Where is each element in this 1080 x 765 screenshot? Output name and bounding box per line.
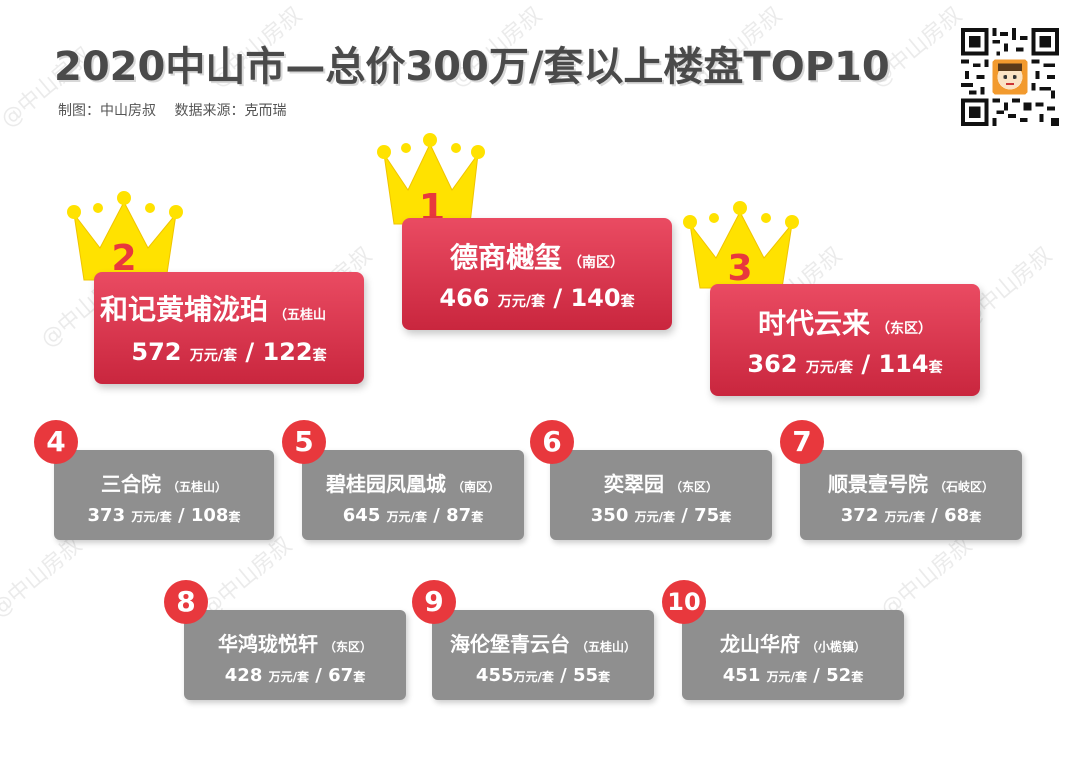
- rank-card-9: 海伦堡青云台 （五桂山） 455万元/套 / 55套: [432, 610, 654, 700]
- rank-badge-7: 7: [780, 420, 824, 464]
- project-area: （东区）: [876, 321, 932, 337]
- price-unit: 万元/套: [131, 510, 172, 524]
- credit-maker: 制图：中山房叔: [58, 103, 156, 119]
- price-unit: 万元/套: [766, 670, 808, 684]
- avg-price: 372: [840, 505, 879, 526]
- project-area: （东区）: [669, 480, 718, 494]
- credit-source: 数据来源：克而瑞: [174, 103, 287, 119]
- avg-price: 455: [475, 665, 514, 686]
- units-unit: 套: [719, 510, 732, 524]
- crown-icon: [683, 201, 799, 289]
- project-name: 和记黄埔泷珀: [100, 293, 269, 326]
- rank-card-1: 德商樾玺 （南区） 466 万元/套 / 140套: [402, 218, 672, 330]
- price-unit: 万元/套: [268, 670, 310, 684]
- project-name: 三合院: [100, 472, 161, 496]
- page-title: 2020中山市—总价300万/套以上楼盘TOP10: [54, 44, 890, 90]
- units-unit: 套: [228, 510, 241, 524]
- avg-price: 428: [224, 665, 263, 686]
- units-sold: 114: [878, 350, 929, 378]
- project-name: 奕翠园: [603, 472, 664, 496]
- qr-code-icon: [961, 28, 1059, 126]
- units-sold: 68: [944, 505, 970, 526]
- units-unit: 套: [471, 510, 484, 524]
- units-sold: 55: [573, 665, 599, 686]
- price-unit: 万元/套: [189, 348, 237, 364]
- rank-card-8: 华鸿珑悦轩 （东区） 428 万元/套 / 67套: [184, 610, 406, 700]
- project-area: （南区）: [451, 480, 500, 494]
- project-area: （南区）: [568, 255, 624, 271]
- avg-price: 466: [439, 284, 490, 312]
- units-sold: 52: [826, 665, 852, 686]
- watermark: @中山房叔: [0, 532, 87, 623]
- units-unit: 套: [353, 670, 366, 684]
- rank-card-4: 三合院 （五桂山） 373 万元/套 / 108套: [54, 450, 274, 540]
- price-unit: 万元/套: [513, 670, 554, 684]
- price-unit: 万元/套: [634, 510, 676, 524]
- units-sold: 75: [694, 505, 720, 526]
- project-area: （五桂山）: [575, 640, 636, 654]
- project-name: 顺景壹号院: [827, 472, 928, 496]
- rank-badge-4: 4: [34, 420, 78, 464]
- project-name: 海伦堡青云台: [449, 632, 570, 656]
- project-area: （五桂山: [274, 308, 327, 323]
- price-unit: 万元/套: [884, 510, 926, 524]
- rank-card-7: 顺景壹号院 （石岐区） 372 万元/套 / 68套: [800, 450, 1022, 540]
- project-name: 龙山华府: [719, 632, 800, 656]
- price-unit: 万元/套: [497, 294, 545, 310]
- units-unit: 套: [620, 294, 635, 310]
- project-name: 时代云来: [757, 307, 870, 340]
- avg-price: 451: [722, 665, 761, 686]
- units-unit: 套: [969, 510, 982, 524]
- project-area: （石岐区）: [933, 480, 994, 494]
- crown-icon: [377, 133, 485, 225]
- rank-badge-8: 8: [164, 580, 208, 624]
- rank-card-6: 奕翠园 （东区） 350 万元/套 / 75套: [550, 450, 772, 540]
- price-unit: 万元/套: [386, 510, 428, 524]
- rank-card-3: 时代云来 （东区） 362 万元/套 / 114套: [710, 284, 980, 396]
- project-name: 碧桂园凤凰城: [325, 472, 446, 496]
- units-sold: 87: [446, 505, 472, 526]
- crown-icon: [67, 191, 183, 281]
- project-name: 德商樾玺: [449, 241, 562, 274]
- units-unit: 套: [928, 360, 943, 376]
- rank-card-5: 碧桂园凤凰城 （南区） 645 万元/套 / 87套: [302, 450, 524, 540]
- units-unit: 套: [851, 670, 864, 684]
- rank-card-2: 和记黄埔泷珀 （五桂山 572 万元/套 / 122套: [94, 272, 364, 384]
- units-unit: 套: [312, 348, 327, 364]
- rank-badge-5: 5: [282, 420, 326, 464]
- avg-price: 373: [87, 505, 126, 526]
- project-name: 华鸿珑悦轩: [217, 632, 318, 656]
- rank-badge-10: 10: [662, 580, 706, 624]
- units-unit: 套: [598, 670, 611, 684]
- units-sold: 108: [190, 505, 229, 526]
- credits: 制图：中山房叔 数据来源：克而瑞: [58, 100, 300, 120]
- avg-price: 362: [747, 350, 798, 378]
- project-area: （东区）: [323, 640, 372, 654]
- avg-price: 350: [590, 505, 629, 526]
- rank-card-10: 龙山华府 （小榄镇） 451 万元/套 / 52套: [682, 610, 904, 700]
- units-sold: 140: [570, 284, 621, 312]
- price-unit: 万元/套: [805, 360, 853, 376]
- project-area: （五桂山）: [166, 480, 227, 494]
- avg-price: 645: [342, 505, 381, 526]
- rank-badge-6: 6: [530, 420, 574, 464]
- avg-price: 572: [131, 338, 182, 366]
- units-sold: 67: [328, 665, 354, 686]
- rank-number-3: 3: [727, 248, 753, 289]
- project-area: （小榄镇）: [805, 640, 866, 654]
- units-sold: 122: [262, 338, 313, 366]
- rank-badge-9: 9: [412, 580, 456, 624]
